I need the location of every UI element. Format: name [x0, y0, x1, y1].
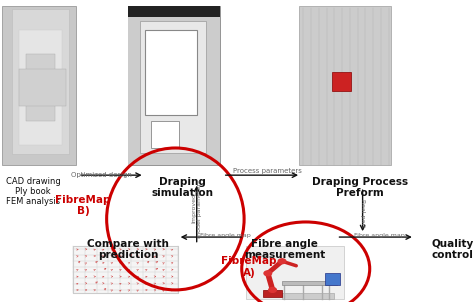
FancyBboxPatch shape [19, 30, 62, 145]
FancyBboxPatch shape [128, 17, 220, 165]
Circle shape [264, 271, 272, 276]
FancyBboxPatch shape [19, 69, 66, 106]
Text: Real part: Real part [360, 199, 365, 227]
Text: Improved
model parameters: Improved model parameters [191, 179, 202, 237]
FancyBboxPatch shape [332, 72, 351, 91]
FancyBboxPatch shape [12, 9, 69, 154]
Text: Fibre angle
measurement: Fibre angle measurement [244, 239, 325, 260]
FancyBboxPatch shape [246, 246, 344, 299]
FancyBboxPatch shape [282, 281, 337, 285]
Text: FibreMap
A): FibreMap A) [221, 256, 277, 278]
FancyBboxPatch shape [2, 6, 76, 165]
Text: Fibre angle map: Fibre angle map [200, 233, 251, 238]
Text: Optimized design: Optimized design [72, 172, 132, 178]
Text: Draping Process
Preform: Draping Process Preform [312, 177, 408, 198]
Text: CAD drawing
Ply book
FEM analysis: CAD drawing Ply book FEM analysis [6, 177, 61, 207]
FancyBboxPatch shape [128, 6, 220, 165]
Circle shape [269, 288, 276, 292]
FancyBboxPatch shape [73, 246, 178, 293]
FancyBboxPatch shape [325, 273, 340, 285]
FancyBboxPatch shape [151, 121, 179, 148]
FancyBboxPatch shape [73, 246, 178, 293]
Text: Quality
control: Quality control [431, 239, 474, 260]
Text: Process parameters: Process parameters [233, 168, 302, 174]
Text: Fibre angle map: Fibre angle map [354, 233, 405, 238]
FancyBboxPatch shape [128, 6, 220, 17]
Text: Draping
simulation: Draping simulation [152, 177, 213, 198]
FancyBboxPatch shape [145, 30, 197, 115]
FancyBboxPatch shape [26, 54, 55, 121]
FancyBboxPatch shape [282, 293, 334, 299]
Circle shape [278, 259, 286, 264]
Text: FibreMap
B): FibreMap B) [55, 194, 111, 216]
FancyBboxPatch shape [299, 6, 391, 165]
Text: Compare with
prediction: Compare with prediction [87, 239, 169, 260]
FancyBboxPatch shape [263, 290, 282, 297]
FancyBboxPatch shape [140, 21, 206, 153]
